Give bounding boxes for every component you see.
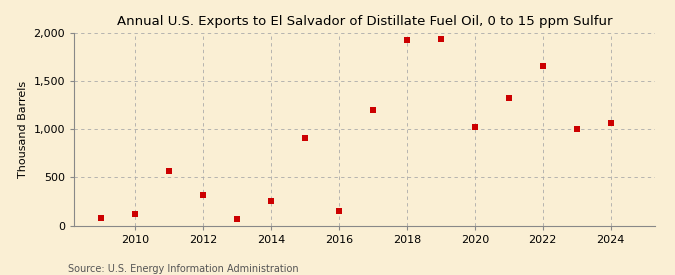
Point [402, 37, 412, 42]
Point [537, 64, 548, 68]
Point [198, 192, 209, 197]
Point [300, 136, 310, 140]
Point [435, 37, 446, 41]
Point [232, 217, 242, 221]
Point [368, 108, 379, 112]
Point [504, 96, 514, 101]
Point [469, 125, 480, 130]
Y-axis label: Thousand Barrels: Thousand Barrels [18, 81, 28, 178]
Point [130, 212, 141, 216]
Point [571, 127, 582, 131]
Point [164, 168, 175, 173]
Text: Source: U.S. Energy Information Administration: Source: U.S. Energy Information Administ… [68, 264, 298, 274]
Point [333, 208, 344, 213]
Point [605, 121, 616, 126]
Point [96, 216, 107, 221]
Point [266, 199, 277, 203]
Title: Annual U.S. Exports to El Salvador of Distillate Fuel Oil, 0 to 15 ppm Sulfur: Annual U.S. Exports to El Salvador of Di… [117, 15, 612, 28]
